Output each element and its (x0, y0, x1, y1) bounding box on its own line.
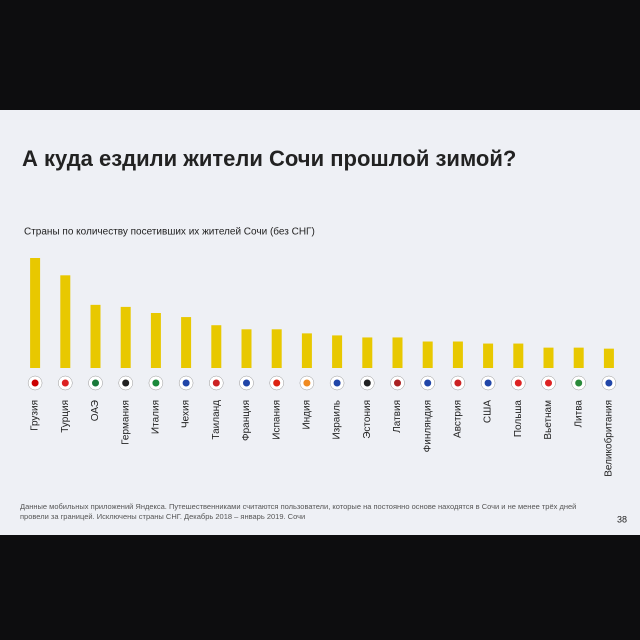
flag-icon-center (61, 379, 69, 387)
page-number: 38 (617, 514, 627, 524)
flag-icon-center (484, 379, 492, 387)
bar (181, 317, 192, 368)
x-tick-label: Таиланд (211, 400, 222, 440)
bar (332, 335, 343, 368)
bar (603, 348, 614, 368)
flag-icon-center (333, 379, 341, 387)
flag-icon-center (122, 379, 130, 387)
flag-icon-center (182, 379, 190, 387)
x-tick-label: Австрия (453, 400, 464, 438)
flag-icon-center (394, 379, 401, 387)
x-tick-label: Италия (151, 400, 162, 434)
flag-icon-center (273, 379, 281, 387)
slide (0, 110, 640, 535)
flag-icon-center (92, 379, 99, 387)
x-tick-label: Грузия (30, 400, 41, 431)
bar (120, 306, 131, 368)
bar (30, 258, 41, 368)
x-tick-label: США (483, 400, 494, 423)
x-tick-label: ОАЭ (90, 400, 101, 421)
flag-icon-center (454, 379, 462, 387)
flag-icon-center (514, 379, 522, 387)
x-tick-label: Эстония (362, 400, 373, 439)
flag-icon-center (243, 379, 250, 387)
flag-icon-center (212, 379, 220, 387)
chart-title: А куда ездили жители Сочи прошлой зимой? (22, 146, 516, 171)
bar (573, 347, 584, 368)
flag-icon-center (303, 379, 311, 387)
x-tick-label: Вьетнам (543, 400, 554, 440)
bar (362, 337, 373, 368)
x-tick-label: Чехия (181, 400, 192, 428)
bar (150, 313, 161, 368)
x-tick-label: Испания (271, 400, 282, 440)
flag-icon-center (424, 379, 432, 387)
bar (211, 325, 222, 368)
x-tick-label: Литва (573, 400, 584, 428)
x-tick-label: Польша (513, 400, 524, 438)
bar (301, 333, 312, 368)
bar (392, 337, 403, 368)
bar (241, 329, 252, 368)
x-tick-label: Германия (120, 400, 131, 445)
flag-icon-center (152, 379, 160, 387)
x-tick-label: Индия (302, 400, 313, 430)
bar (90, 304, 101, 368)
x-tick-label: Израиль (332, 400, 343, 440)
chart-subtitle: Страны по количеству посетивших их жител… (24, 226, 315, 238)
bar (60, 275, 71, 368)
bar (513, 343, 524, 368)
footnote: Данные мобильных приложений Яндекса. Пут… (20, 502, 577, 521)
flag-icon-center (605, 379, 613, 387)
flag-icon-center (575, 379, 583, 387)
x-tick-label: Финляндия (422, 400, 433, 452)
x-tick-label: Великобритания (603, 400, 615, 477)
x-tick-label: Латвия (392, 400, 403, 433)
x-tick-label: Турция (60, 400, 71, 433)
bar (483, 343, 494, 368)
footnote-box: Данные мобильных приложений Яндекса. Пут… (20, 502, 577, 521)
bar (543, 347, 554, 368)
flag-icon-center (363, 379, 371, 387)
x-tick-label: Франция (241, 400, 252, 441)
bar (452, 341, 463, 368)
bar (271, 329, 282, 368)
flag-icon-center (31, 379, 39, 387)
bar (422, 341, 433, 368)
flag-icon-center (545, 379, 552, 387)
